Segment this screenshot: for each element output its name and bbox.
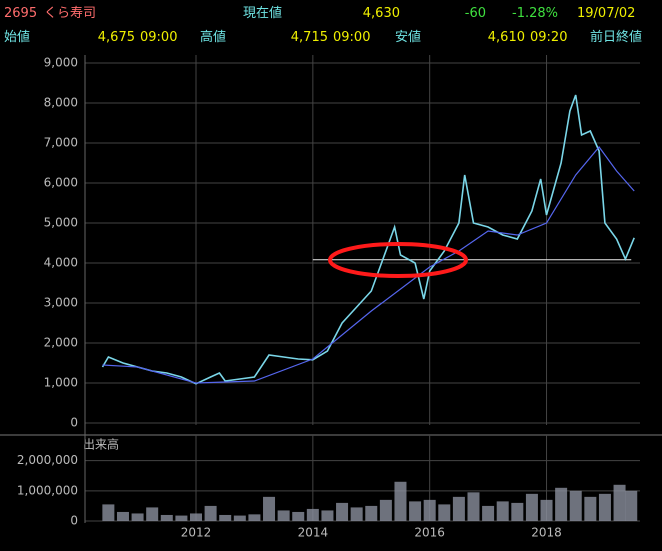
volume-bar — [613, 484, 626, 521]
price-line — [101, 94, 635, 385]
stock-code: 2695 — [4, 6, 38, 21]
volume-bar — [336, 502, 349, 521]
volume-bar — [584, 496, 597, 521]
volume-bar — [190, 513, 202, 521]
y-tick-label: 4,000 — [44, 256, 78, 270]
label: 始値 — [4, 30, 31, 45]
volume-bar — [116, 511, 129, 521]
volume-bar — [350, 507, 363, 521]
value: -1.28% — [512, 6, 558, 21]
y-tick-label: 5,000 — [44, 216, 78, 230]
panel-title: 出来高 — [83, 437, 119, 452]
volume-bar — [394, 481, 407, 521]
volume-bar — [467, 492, 480, 521]
volume-bar — [438, 504, 451, 521]
volume-bar — [365, 505, 378, 521]
y-tick-label: 1,000,000 — [17, 483, 78, 497]
volume-bar — [146, 507, 159, 521]
value: 4,675 — [97, 30, 135, 45]
volume-bar — [525, 493, 538, 521]
volume-bar — [511, 502, 524, 521]
value: -60 — [464, 6, 486, 21]
date: 19/07/02 — [577, 6, 636, 21]
y-tick-label: 7,000 — [44, 136, 78, 150]
volume-bar — [160, 514, 173, 521]
label: 現在値 — [243, 6, 283, 21]
volume-bar — [379, 499, 392, 521]
volume-bar — [292, 511, 305, 521]
volume-bar — [452, 496, 465, 521]
volume-bar — [540, 499, 553, 521]
y-tick-label: 2,000,000 — [17, 453, 78, 467]
volume-bar — [248, 514, 261, 521]
volume-bar — [409, 501, 422, 521]
volume-bar — [131, 513, 144, 521]
highlight-ellipse — [328, 242, 468, 278]
volume-bar — [496, 501, 509, 521]
x-tick-label: 2014 — [298, 526, 329, 540]
stock-name: くら寿司 — [44, 6, 97, 21]
volume-bar — [233, 515, 246, 521]
y-tick-label: 9,000 — [44, 56, 78, 70]
volume-bar — [306, 508, 319, 521]
volume-bar — [102, 504, 115, 521]
volume-bar — [569, 490, 582, 521]
label: 安値 — [395, 30, 422, 45]
label: 前日終値 — [590, 30, 643, 45]
volume-bar — [423, 499, 436, 521]
time: 09:00 — [333, 30, 371, 45]
volume-bar — [321, 510, 334, 521]
y-tick-label: 6,000 — [44, 176, 78, 190]
volume-bar — [277, 510, 290, 521]
volume-bar — [625, 490, 638, 521]
x-tick-label: 2012 — [181, 526, 212, 540]
volume-bar — [219, 514, 232, 521]
value: 4,610 — [487, 30, 525, 45]
x-tick-label: 2018 — [531, 526, 562, 540]
volume-bar — [204, 505, 217, 521]
price-line — [102, 146, 635, 384]
value: 4,630 — [362, 6, 400, 21]
volume-bar — [175, 515, 188, 521]
volume-bar — [598, 493, 611, 521]
volume-bar — [555, 487, 568, 521]
y-tick-label: 3,000 — [44, 296, 78, 310]
y-tick-label: 8,000 — [44, 96, 78, 110]
time: 09:00 — [140, 30, 178, 45]
y-tick-label: 1,000 — [44, 376, 78, 390]
x-tick-label: 2016 — [414, 526, 445, 540]
label: 高値 — [200, 30, 227, 45]
volume-bar — [482, 505, 495, 521]
time: 09:20 — [530, 30, 568, 45]
volume-bar — [263, 496, 276, 521]
y-tick-label: 2,000 — [44, 336, 78, 350]
y-tick-label: 0 — [70, 416, 78, 430]
y-tick-label: 0 — [70, 514, 78, 528]
value: 4,715 — [290, 30, 328, 45]
